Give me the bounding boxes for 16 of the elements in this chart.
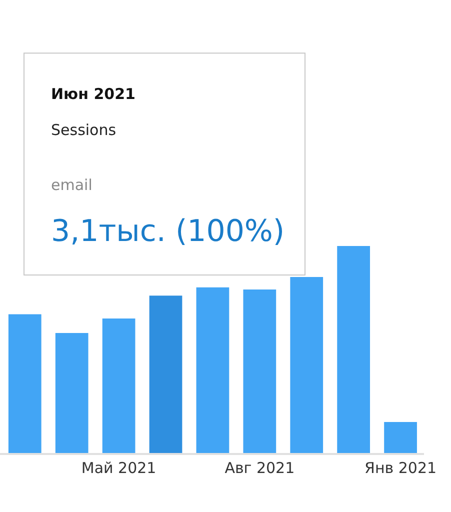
- text: Sessions: [51, 121, 116, 139]
- annotation: 3,1тыс. (100%): [51, 214, 285, 249]
- text: email: [51, 176, 92, 194]
- bar: [55, 332, 88, 453]
- bar: [290, 277, 324, 453]
- bar: [196, 287, 230, 453]
- x-tick-label: Авг 2021: [224, 459, 295, 477]
- bar: [149, 296, 182, 453]
- bar: [384, 422, 417, 453]
- bar: [337, 246, 370, 453]
- text: Июн 2021: [51, 85, 136, 103]
- x-tick-label: Май 2021: [81, 459, 156, 477]
- x-tick-label: Янв 2021: [364, 459, 437, 477]
- bar: [243, 289, 276, 453]
- bar: [8, 314, 42, 453]
- bar: [102, 318, 136, 453]
